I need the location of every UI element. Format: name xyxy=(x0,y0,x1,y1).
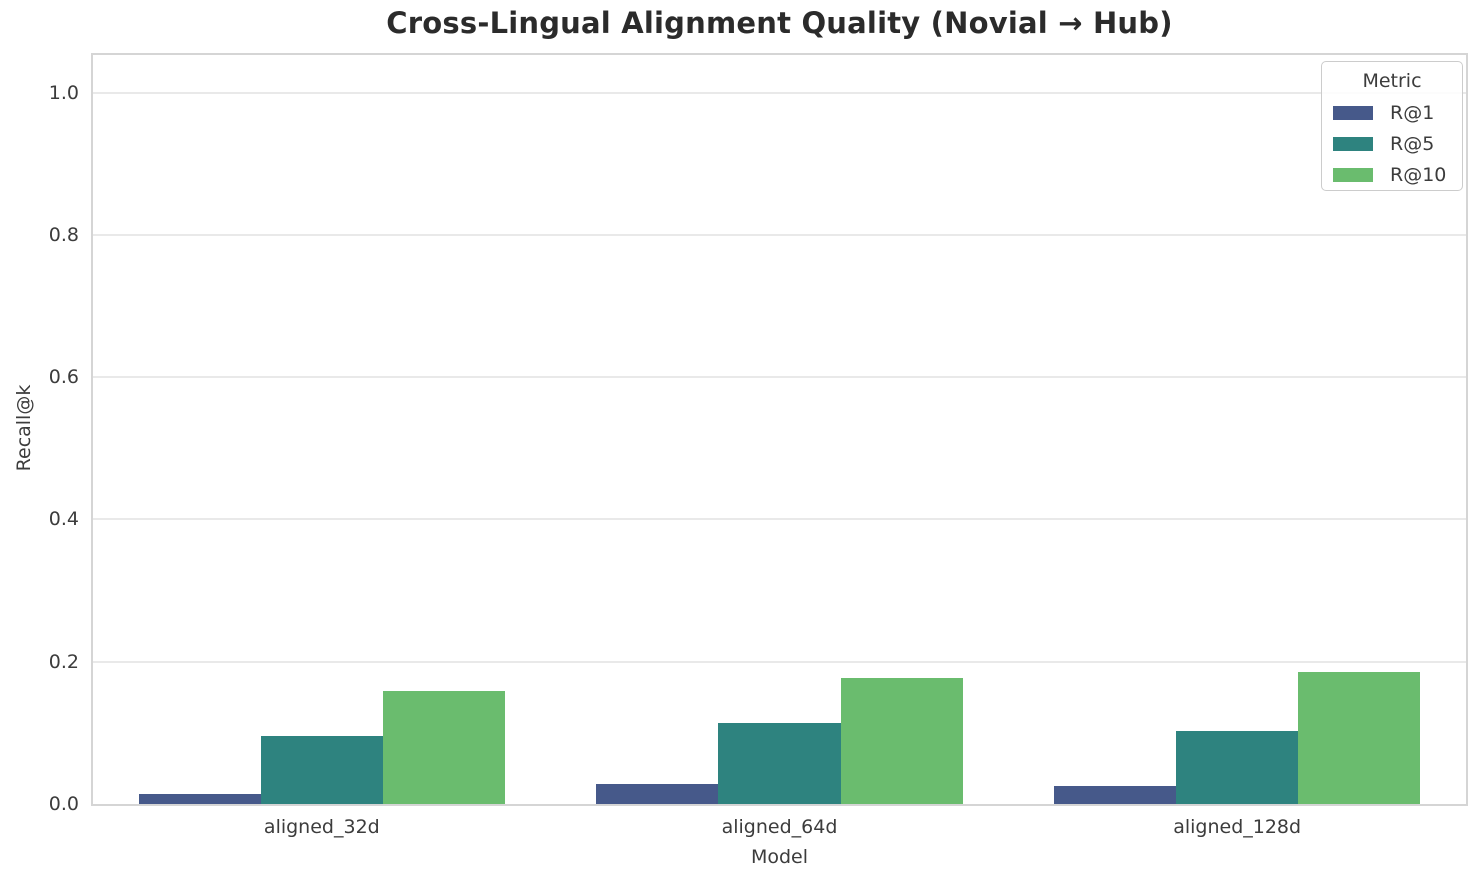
y-tick-label: 1.0 xyxy=(48,81,79,104)
gridline-1.0 xyxy=(93,91,1466,94)
legend-swatch-icon xyxy=(1333,136,1373,151)
bar-aligned_64d-R@5 xyxy=(718,722,841,804)
y-tick-label: 0.0 xyxy=(48,793,79,815)
x-tick-label-aligned_128d: aligned_128d xyxy=(1173,816,1302,838)
bar-aligned_32d-R@1 xyxy=(138,794,261,804)
bar-aligned_128d-R@10 xyxy=(1298,672,1421,804)
legend-label: R@5 xyxy=(1390,132,1435,155)
y-tick-label: 0.2 xyxy=(48,650,79,673)
gridline-0.8 xyxy=(93,233,1466,236)
legend-label: R@10 xyxy=(1390,163,1447,186)
plot-area xyxy=(91,53,1468,806)
legend: Metric R@1 R@5 R@10 xyxy=(1321,61,1463,191)
gridline-0.6 xyxy=(93,376,1466,379)
bar-aligned_64d-R@1 xyxy=(596,784,719,804)
x-tick-label-aligned_32d: aligned_32d xyxy=(263,816,380,838)
legend-entry-R@10: R@10 xyxy=(1322,159,1462,190)
bar-aligned_128d-R@5 xyxy=(1176,730,1299,804)
y-tick-label: 0.4 xyxy=(48,508,79,531)
legend-entry-R@1: R@1 xyxy=(1322,97,1462,128)
legend-title: Metric xyxy=(1362,70,1422,92)
bar-aligned_128d-R@1 xyxy=(1054,785,1177,804)
legend-label: R@1 xyxy=(1390,101,1435,124)
chart-title: Cross-Lingual Alignment Quality (Novial … xyxy=(386,6,1173,40)
y-tick-label: 0.6 xyxy=(48,366,79,389)
x-axis-label: Model xyxy=(750,846,809,868)
bar-aligned_32d-R@10 xyxy=(382,690,505,804)
legend-swatch-icon xyxy=(1333,167,1373,182)
legend-entries: R@1 R@5 R@10 xyxy=(1322,97,1462,190)
x-tick-label-aligned_64d: aligned_64d xyxy=(721,816,838,838)
y-tick-label: 0.8 xyxy=(48,223,79,246)
bar-aligned_64d-R@10 xyxy=(840,678,963,804)
gridline-0.4 xyxy=(93,518,1466,521)
legend-swatch-icon xyxy=(1333,105,1373,120)
bar-aligned_32d-R@5 xyxy=(260,736,383,804)
gridline-0.2 xyxy=(93,660,1466,663)
legend-entry-R@5: R@5 xyxy=(1322,128,1462,159)
y-axis-label: Recall@k xyxy=(13,384,35,472)
